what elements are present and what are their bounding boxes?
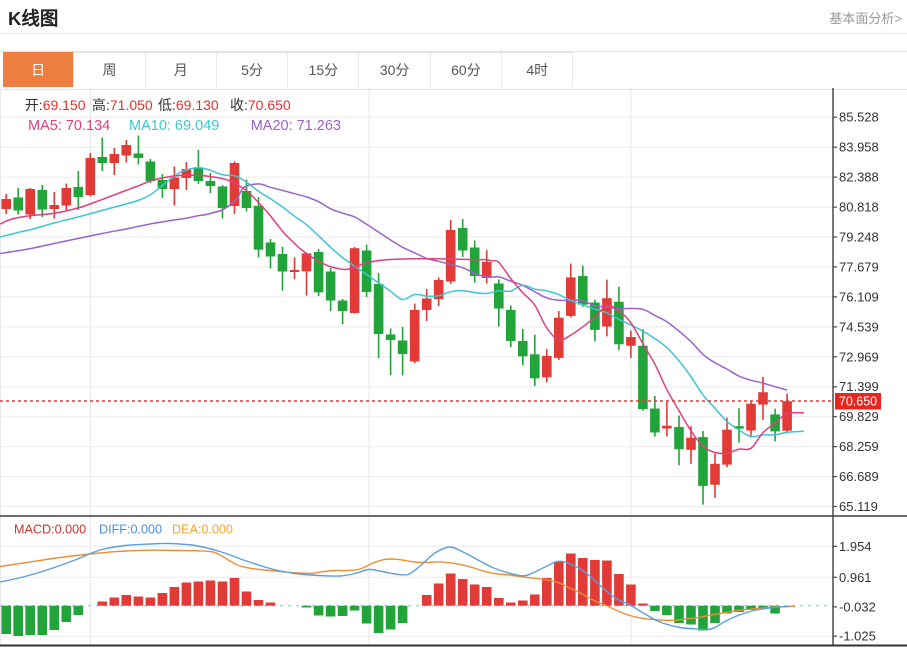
- svg-text:-1.025: -1.025: [839, 629, 876, 644]
- svg-text:79.248: 79.248: [839, 230, 879, 245]
- svg-text:MA20: 71.263: MA20: 71.263: [251, 118, 341, 134]
- svg-text:高:71.050: 高:71.050: [92, 97, 153, 113]
- svg-text:77.679: 77.679: [839, 259, 879, 274]
- svg-text:82.388: 82.388: [839, 170, 879, 185]
- svg-text:MA5: 70.134: MA5: 70.134: [28, 118, 110, 134]
- svg-text:85.528: 85.528: [839, 110, 879, 125]
- svg-text:72.969: 72.969: [839, 349, 879, 364]
- svg-text:80.818: 80.818: [839, 200, 879, 215]
- svg-text:-0.032: -0.032: [839, 599, 876, 614]
- svg-text:66.689: 66.689: [839, 469, 879, 484]
- svg-text:74.539: 74.539: [839, 319, 879, 334]
- svg-text:69.829: 69.829: [839, 409, 879, 424]
- svg-text:收:70.650: 收:70.650: [230, 97, 291, 113]
- svg-text:70.650: 70.650: [839, 395, 877, 409]
- svg-text:1.954: 1.954: [839, 539, 872, 554]
- svg-text:76.109: 76.109: [839, 289, 879, 304]
- svg-text:MA10: 69.049: MA10: 69.049: [129, 118, 219, 134]
- svg-text:71.399: 71.399: [839, 379, 879, 394]
- svg-text:0.961: 0.961: [839, 570, 872, 585]
- svg-text:DEA:0.000: DEA:0.000: [172, 523, 233, 537]
- svg-text:低:69.130: 低:69.130: [158, 97, 219, 113]
- svg-text:MACD:0.000: MACD:0.000: [14, 523, 86, 537]
- svg-text:开:69.150: 开:69.150: [25, 97, 86, 113]
- svg-text:DIFF:0.000: DIFF:0.000: [99, 523, 162, 537]
- svg-text:83.958: 83.958: [839, 140, 879, 155]
- svg-text:68.259: 68.259: [839, 439, 879, 454]
- svg-text:65.119: 65.119: [839, 499, 878, 514]
